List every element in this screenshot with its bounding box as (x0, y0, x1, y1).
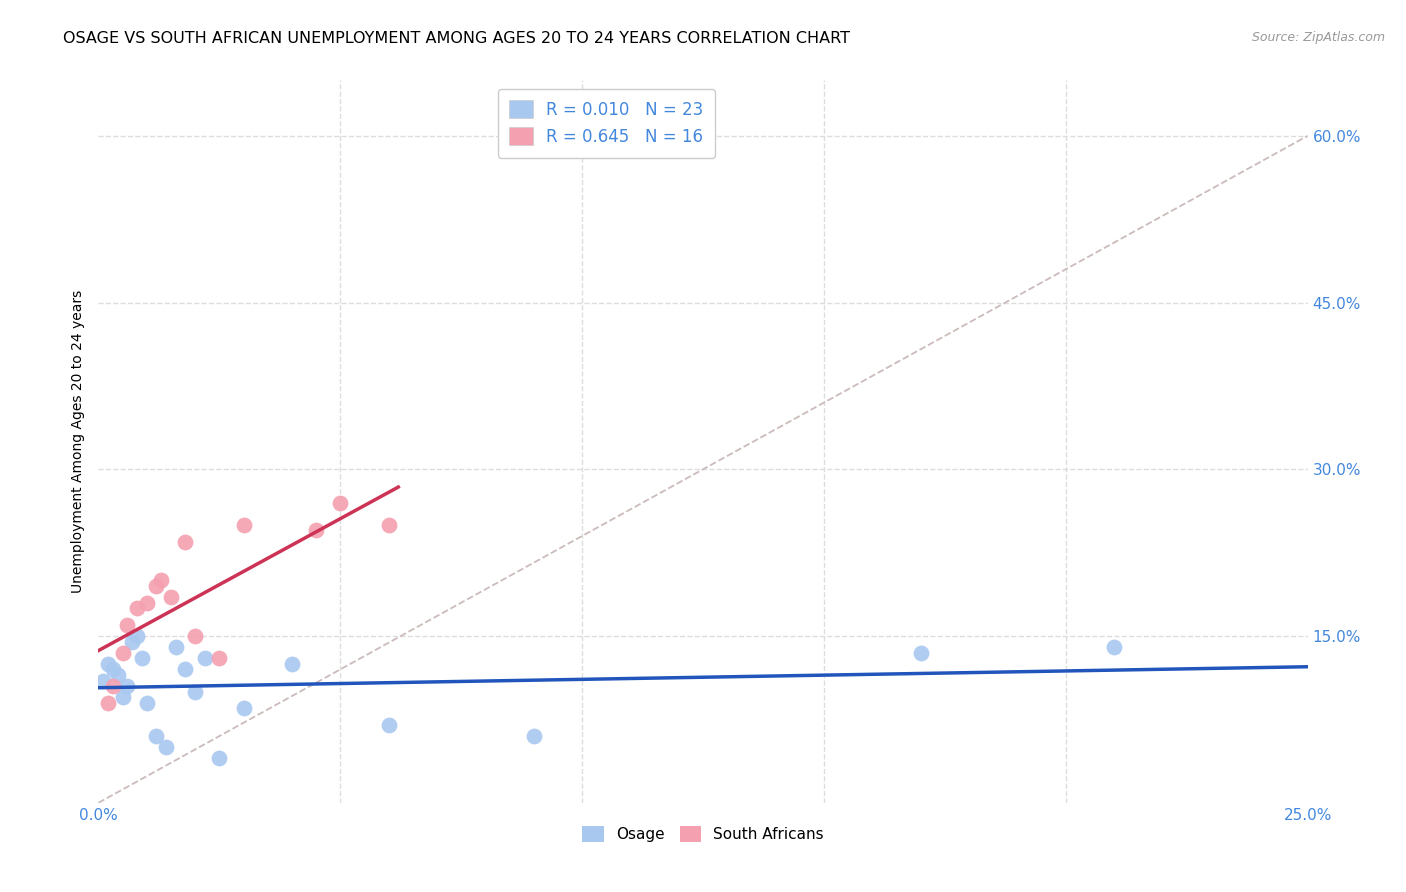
Point (160, 590, 183, 604)
Legend: Osage, South Africans: Osage, South Africans (571, 815, 835, 853)
Point (208, 751, 231, 765)
Point (107, 668, 129, 682)
Point (329, 496, 352, 510)
Point (97, 696, 120, 710)
Point (150, 574, 173, 588)
Y-axis label: Unemployment Among Ages 20 to 24 years: Unemployment Among Ages 20 to 24 years (70, 290, 84, 593)
Point (208, 651, 231, 665)
Point (174, 534, 197, 549)
Point (131, 651, 153, 665)
Point (135, 596, 157, 610)
Point (101, 679, 124, 693)
Text: Source: ZipAtlas.com: Source: ZipAtlas.com (1251, 31, 1385, 45)
Point (174, 662, 197, 676)
Point (305, 524, 328, 538)
Point (184, 629, 207, 643)
Point (145, 729, 167, 743)
Point (281, 657, 304, 671)
Point (117, 679, 139, 693)
Point (91, 673, 114, 688)
Point (145, 579, 167, 593)
Point (101, 662, 124, 676)
Point (232, 517, 254, 532)
Point (232, 701, 254, 715)
Point (117, 618, 139, 632)
Point (523, 729, 546, 743)
Point (184, 684, 207, 698)
Point (165, 640, 187, 655)
Point (135, 696, 157, 710)
Point (97, 657, 120, 671)
Point (127, 629, 149, 643)
Point (377, 718, 399, 732)
Point (111, 690, 134, 705)
Point (194, 651, 217, 665)
Point (1102, 640, 1125, 655)
Point (910, 646, 932, 660)
Point (111, 646, 134, 660)
Text: OSAGE VS SOUTH AFRICAN UNEMPLOYMENT AMONG AGES 20 TO 24 YEARS CORRELATION CHART: OSAGE VS SOUTH AFRICAN UNEMPLOYMENT AMON… (63, 31, 851, 46)
Point (127, 601, 149, 615)
Point (377, 517, 399, 532)
Point (155, 740, 177, 755)
Point (121, 634, 143, 648)
